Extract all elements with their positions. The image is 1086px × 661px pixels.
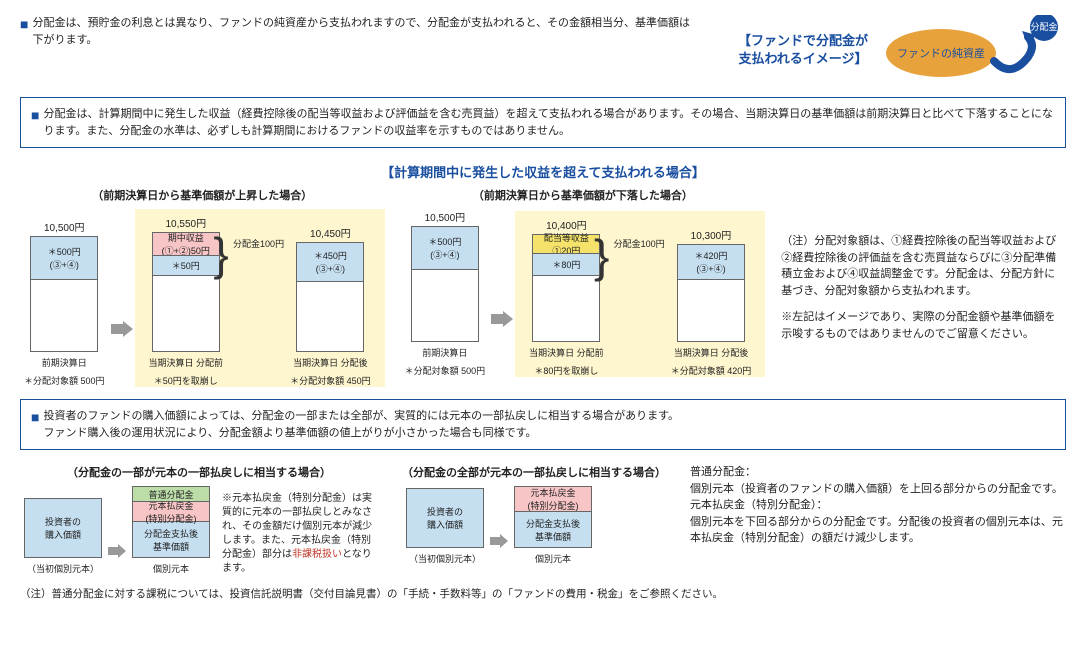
bar1-seg1: ＊500円 (③+④) [31, 237, 97, 279]
bar2-price: 10,550円 [165, 215, 206, 230]
bar2-seg1: 期中収益 (①+②)50円 [153, 233, 219, 255]
bar3-price: 10,450円 [310, 225, 351, 240]
lower1-label: （分配金の一部が元本の一部払戻しに相当する場合） [20, 464, 378, 480]
bar3-cap2: ＊分配対象額 450円 [290, 376, 371, 388]
topic-bullet: ■ [31, 408, 39, 426]
bar2-cap2: ＊50円を取崩し [154, 376, 218, 388]
info-box-2: ■ 投資者のファンドの購入価額によっては、分配金の一部または全部が、実質的には元… [20, 399, 1066, 450]
image-title-l1: 【ファンドで分配金が [738, 33, 868, 48]
case1-label: （前期決算日から基準価額が上昇した場合） [20, 187, 385, 203]
brace-icon: } [213, 227, 228, 281]
footnote: （注）普通分配金に対する課税については、投資信託説明書（交付目論見書）の「手続・… [20, 586, 1066, 601]
chart-case-2: （前期決算日から基準価額が下落した場合） 10,500円 ＊500円 (③+④)… [401, 187, 766, 377]
lower-note-1: ※元本払戻金（特別分配金）は実質的に元本の一部払戻しとみなされ、その金額だけ個別… [222, 492, 378, 576]
lower-block-1: （分配金の一部が元本の一部払戻しに相当する場合） 投資者の 購入価額 （当初個別… [20, 464, 378, 576]
note2: ※左記はイメージであり、実際の分配金額や基準価額を示唆するものではありませんので… [781, 309, 1066, 342]
top-paragraph: 分配金は、預貯金の利息とは異なり、ファンドの純資産から支払われますので、分配金が… [32, 15, 694, 48]
arrow-icon [108, 544, 126, 558]
bar1-price: 10,500円 [44, 219, 85, 234]
dist-text: 分配金 [1030, 21, 1057, 32]
arrow-icon [490, 534, 508, 548]
image-title-l2: 支払われるイメージ】 [738, 51, 867, 66]
note1: （注）分配対象額は、①経費控除後の配当等収益および②経費控除後の評価益を含む売買… [781, 233, 1066, 299]
arrow-icon [491, 311, 513, 327]
arrow-icon [111, 321, 133, 337]
info-box-1: ■ 分配金は、計算期間中に発生した収益（経費控除後の配当等収益および評価益を含む… [20, 97, 1066, 148]
fund-distribution-diagram: 【ファンドで分配金が 支払われるイメージ】 ファンドの純資産 分配金 [738, 15, 1066, 85]
side-notes: （注）分配対象額は、①経費控除後の配当等収益および②経費控除後の評価益を含む売買… [781, 187, 1066, 352]
lower-block-2: （分配金の全部が元本の一部払戻しに相当する場合） 投資者の 購入価額 （当初個別… [402, 464, 666, 566]
topic-bullet: ■ [31, 106, 39, 124]
bar3-seg1: ＊450円 (③+④) [297, 243, 363, 281]
box2-paragraph: 投資者のファンドの購入価額によっては、分配金の一部または全部が、実質的には元本の… [43, 408, 679, 441]
dist-arrow-1: 分配金100円 [233, 237, 284, 250]
bar2-cap1: 当期決算日 分配前 [149, 358, 224, 370]
bar2-seg2: ＊50円 [153, 255, 219, 275]
case2-label: （前期決算日から基準価額が下落した場合） [401, 187, 766, 203]
brace-icon: } [594, 229, 609, 283]
box1-paragraph: 分配金は、計算期間中に発生した収益（経費控除後の配当等収益および評価益を含む売買… [43, 106, 1055, 139]
section-title: 【計算期間中に発生した収益を超えて支払われる場合】 [20, 162, 1066, 181]
distribution-definitions: 普通分配金： 個別元本（投資者のファンドの購入価額）を上回る部分からの分配金です… [690, 464, 1066, 547]
bar1-cap2: ＊分配対象額 500円 [24, 376, 105, 388]
lower2-label: （分配金の全部が元本の一部払戻しに相当する場合） [402, 464, 666, 480]
chart-case-1: （前期決算日から基準価額が上昇した場合） 10,500円 ＊500円 (③+④)… [20, 187, 385, 387]
bar3-cap1: 当期決算日 分配後 [293, 358, 368, 370]
topic-bullet: ■ [20, 15, 28, 33]
fund-asset-text: ファンドの純資産 [897, 47, 985, 60]
bar1-cap1: 前期決算日 [42, 358, 87, 370]
